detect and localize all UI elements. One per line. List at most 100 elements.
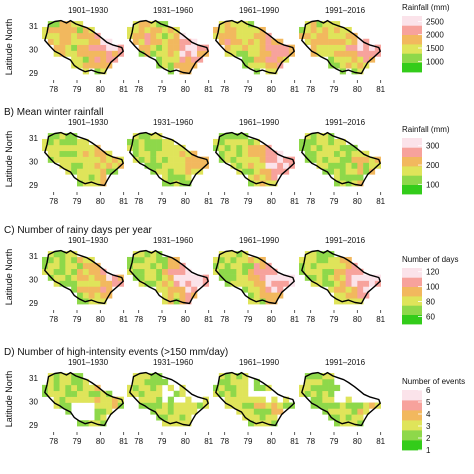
state-boundary	[129, 371, 209, 427]
heatmap-cell	[322, 156, 329, 163]
heatmap-cell	[316, 384, 323, 392]
heatmap-cell	[167, 262, 174, 270]
heatmap-cell	[77, 150, 84, 157]
heatmap-cell	[259, 150, 266, 157]
heatmap-cell	[259, 402, 266, 409]
heatmap-cell	[197, 274, 204, 281]
heatmap-cell	[265, 44, 272, 51]
heatmap-cell	[265, 384, 272, 392]
x-tick-label: 79	[73, 85, 82, 94]
x-tick-label: 79	[330, 437, 339, 446]
heatmap-cell	[316, 256, 323, 264]
heatmap-cell	[265, 298, 272, 305]
heatmap-cell	[265, 408, 272, 415]
x-tick-label: 80	[267, 437, 276, 446]
heatmap-cell	[167, 44, 174, 51]
heatmap-cell	[156, 378, 163, 386]
state-boundary	[215, 19, 295, 75]
heatmap-cell	[357, 174, 364, 181]
heatmap-cell	[179, 150, 186, 157]
heatmap-cell	[42, 32, 49, 40]
heatmap-cell	[283, 50, 290, 57]
heatmap-cell	[167, 56, 174, 63]
heatmap-cell	[185, 180, 192, 187]
heatmap-cell	[248, 26, 255, 34]
heatmap-cell	[322, 32, 329, 40]
heatmap-cell	[162, 174, 169, 181]
heatmap-cell	[345, 144, 352, 152]
heatmap-cell	[47, 150, 54, 157]
heatmap-cell	[65, 256, 72, 264]
state-boundary	[215, 249, 295, 305]
heatmap-cell	[59, 138, 66, 146]
heatmap-cell	[150, 144, 157, 152]
x-tick-label: 78	[134, 197, 143, 206]
heatmap-cell	[316, 32, 323, 40]
heatmap-cell	[42, 384, 49, 392]
heatmap-cell	[265, 162, 272, 169]
heatmap-cell	[162, 38, 169, 45]
heatmap-cell	[138, 268, 145, 275]
heatmap-cell	[363, 56, 370, 63]
heatmap-cell	[236, 396, 243, 403]
heatmap-cell	[82, 274, 89, 281]
x-tick-label: 79	[330, 197, 339, 206]
heatmap-cell	[167, 26, 174, 34]
heatmap-cell	[47, 32, 54, 40]
heatmap-cell	[59, 274, 66, 281]
x-tick-label: 79	[244, 85, 253, 94]
heatmap-cell	[277, 274, 284, 281]
heatmap-cell	[213, 390, 220, 397]
heatmap-cell	[310, 133, 317, 140]
heatmap-cell	[283, 396, 290, 403]
heatmap-cell	[213, 32, 220, 40]
heatmap-cell	[47, 390, 54, 397]
heatmap-cell	[328, 280, 335, 287]
heatmap-cell	[224, 156, 231, 163]
heatmap-cell	[53, 384, 60, 392]
heatmap-cell	[230, 396, 237, 403]
heatmap-cell	[328, 150, 335, 157]
heatmap-cell	[71, 144, 78, 152]
heatmap-cell	[299, 26, 306, 34]
heatmap-cell	[316, 268, 323, 275]
heatmap-cell	[156, 21, 163, 28]
heatmap-cell	[191, 286, 198, 293]
heatmap-cell	[100, 292, 107, 299]
heatmap-cell	[88, 268, 95, 275]
heatmap-cell	[127, 256, 134, 264]
heatmap-cell	[167, 280, 174, 287]
heatmap-cell	[88, 44, 95, 51]
heatmap-cell	[150, 251, 157, 258]
heatmap-cell	[339, 286, 346, 293]
heatmap-cell	[179, 68, 186, 75]
heatmap-cell	[351, 420, 358, 427]
heatmap-cell	[59, 390, 66, 397]
heatmap-cell	[328, 262, 335, 270]
heatmap-cell	[82, 280, 89, 287]
heatmap-cell	[230, 402, 237, 409]
heatmap-cell	[197, 162, 204, 169]
x-tick-label: 81	[376, 85, 385, 94]
heatmap-cell	[316, 396, 323, 403]
heatmap-cell	[71, 384, 78, 392]
y-tick-label: 31	[29, 22, 38, 31]
heatmap-cell	[150, 21, 157, 28]
x-tick-label: 79	[158, 315, 167, 324]
heatmap-cell	[65, 21, 72, 28]
state-boundary	[301, 19, 381, 75]
heatmap-cell	[150, 138, 157, 146]
heatmap-cell	[334, 62, 341, 69]
heatmap-cell	[351, 298, 358, 305]
heatmap-cell	[77, 274, 84, 281]
heatmap-cell	[77, 56, 84, 63]
map-panel	[127, 19, 209, 75]
heatmap-cell	[162, 286, 169, 293]
heatmap-cell	[259, 384, 266, 392]
heatmap-cell	[369, 50, 376, 57]
heatmap-cell	[334, 32, 341, 40]
colorbar-segment	[402, 390, 422, 401]
heatmap-cell	[328, 162, 335, 169]
heatmap-cell	[328, 286, 335, 293]
heatmap-cell	[334, 414, 341, 421]
